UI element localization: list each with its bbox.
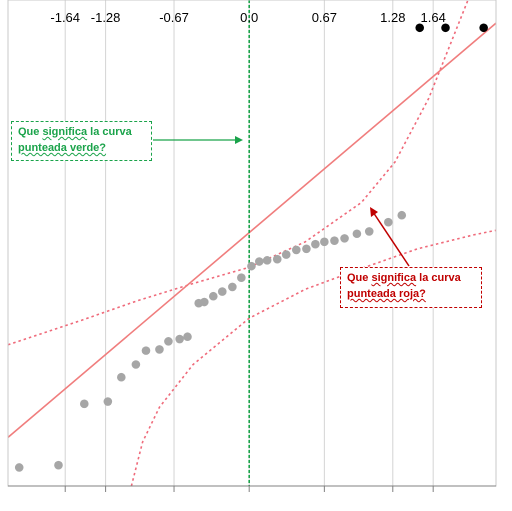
x-tick-label: -0.67 [159,10,189,25]
data-point [79,399,89,409]
plot-frame [7,0,497,487]
data-point [364,227,374,236]
data-point [340,234,349,243]
red-arrowhead [370,207,378,217]
x-tick-label: 1.64 [421,10,446,25]
annotation-arrows [153,136,410,267]
data-point [164,337,173,346]
confidence-band [7,0,497,487]
data-point [175,334,184,344]
x-tick-label: 0.0 [240,10,258,25]
data-point [292,245,301,255]
red-arrow-line [372,211,410,267]
green-question-text-a: Que [18,126,43,138]
data-point [14,463,24,472]
data-point [441,23,450,33]
x-tick-labels: -1.64 -1.28 -0.67 0.0 0.67 1.28 1.64 [50,10,445,25]
data-point [254,257,264,266]
data-point [320,237,329,247]
green-question-text-d: punteada verde? [18,142,107,154]
data-point [217,287,227,296]
data-point [352,229,362,239]
data-points [14,23,488,472]
x-axis-ticks [64,486,434,492]
data-point [131,360,141,369]
x-tick-label: -1.64 [50,10,80,25]
x-tick-label: 1.28 [380,10,405,25]
fit-line [7,22,497,439]
data-point [311,239,320,249]
green-question-text-c: la curva [87,126,132,138]
data-point [117,372,126,382]
data-point [208,291,218,301]
data-point [141,346,151,355]
data-point [330,236,339,245]
red-curve-question: Que significa la curva punteada roja? [340,267,482,308]
red-question-text-a: Que [347,272,372,284]
x-tick-label: -1.28 [91,10,121,25]
data-point [272,254,282,264]
data-point [54,460,63,470]
data-point [302,244,311,254]
data-point [103,397,113,406]
data-point [281,250,291,259]
confidence-band-lower [130,229,497,487]
x-tick-label: 0.67 [312,10,337,25]
red-question-text-d: punteada roja? [347,288,426,300]
data-point [155,345,164,354]
data-point [183,332,192,342]
red-question-text-b: significa [371,272,417,284]
green-curve-question: Que significa la curva punteada verde? [11,121,152,161]
data-point [228,282,237,292]
data-point [397,210,407,220]
data-point [479,23,488,33]
green-arrowhead [235,136,243,144]
data-point [262,256,272,265]
red-question-text-c: la curva [416,272,461,284]
data-point [384,217,393,227]
data-point [237,273,246,283]
data-point [200,297,209,307]
data-point [247,261,256,271]
green-question-text-b: significa [42,126,88,138]
confidence-band-upper [7,0,469,346]
data-point [415,23,425,33]
